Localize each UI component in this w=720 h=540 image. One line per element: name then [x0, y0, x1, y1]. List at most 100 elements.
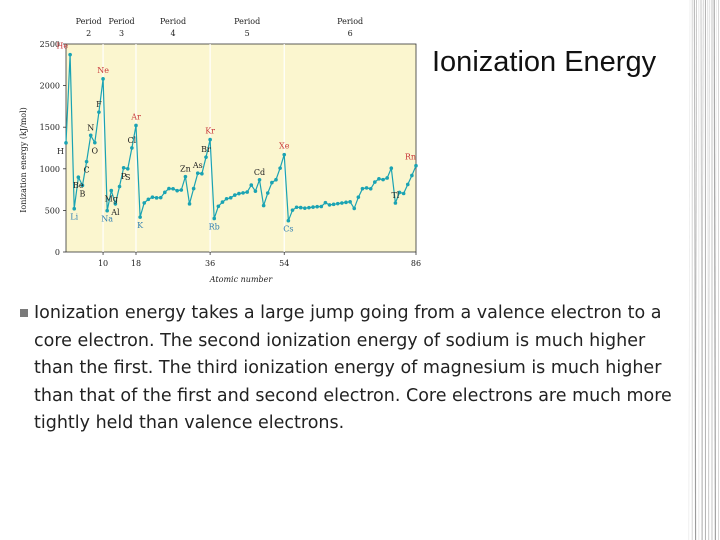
- element-label: Rb: [209, 222, 220, 231]
- bullet-item: Ionization energy takes a large jump goi…: [20, 300, 680, 438]
- data-point: [101, 77, 105, 81]
- element-label: Mg: [105, 195, 118, 204]
- element-label: P: [121, 172, 127, 181]
- data-point: [270, 180, 274, 185]
- x-tick-label: 18: [131, 259, 141, 268]
- data-point: [298, 205, 303, 210]
- data-point: [72, 206, 77, 211]
- edge-stroke: [707, 0, 710, 540]
- data-point: [253, 189, 258, 193]
- element-label: Ar: [130, 112, 141, 121]
- data-point: [377, 176, 381, 181]
- element-label: H: [57, 147, 64, 156]
- element-label: K: [137, 221, 144, 230]
- element-label: Cl: [128, 136, 137, 145]
- element-label: He: [56, 42, 68, 51]
- edge-stroke: [701, 0, 704, 540]
- data-point: [142, 201, 147, 205]
- data-point: [228, 195, 233, 200]
- data-point: [93, 140, 97, 145]
- data-point: [360, 186, 365, 191]
- data-point: [335, 201, 340, 206]
- period-number: 3: [119, 29, 124, 38]
- data-point: [307, 205, 311, 210]
- y-tick-label: 2500: [40, 40, 60, 49]
- data-point: [294, 205, 299, 210]
- element-label: Rn: [405, 153, 416, 162]
- x-axis-label: Atomic number: [209, 275, 274, 284]
- element-label: Tl: [391, 191, 399, 200]
- data-point: [171, 186, 175, 191]
- decorative-edge: [688, 0, 720, 540]
- data-point: [319, 204, 324, 209]
- data-point: [68, 52, 72, 57]
- y-tick-label: 0: [55, 248, 60, 257]
- data-point: [233, 193, 237, 197]
- period-number: 4: [171, 29, 176, 38]
- data-point: [278, 166, 282, 170]
- data-point: [195, 171, 200, 176]
- data-point: [187, 202, 192, 206]
- plot-background: [65, 43, 417, 253]
- data-point: [183, 174, 188, 179]
- data-point: [348, 200, 352, 204]
- edge-stroke: [700, 0, 703, 540]
- data-point: [249, 183, 254, 187]
- data-point: [311, 205, 315, 209]
- data-point: [323, 200, 328, 205]
- data-point: [290, 208, 295, 212]
- period-label: Period: [109, 17, 135, 26]
- data-point: [121, 166, 126, 170]
- element-label: Be: [73, 181, 84, 190]
- period-label: Period: [234, 17, 260, 26]
- element-label: Al: [110, 208, 120, 217]
- data-point: [340, 201, 344, 205]
- data-point: [261, 203, 266, 208]
- period-label: Period: [76, 17, 102, 26]
- y-tick-label: 1000: [40, 165, 60, 174]
- element-label: N: [87, 123, 94, 132]
- period-number: 5: [245, 29, 250, 38]
- data-point: [344, 200, 348, 205]
- data-point: [368, 186, 373, 191]
- data-point: [105, 208, 109, 213]
- x-tick-label: 10: [98, 259, 108, 268]
- data-point: [414, 163, 418, 168]
- x-tick-label: 86: [411, 259, 421, 268]
- x-tick-label: 54: [279, 259, 289, 268]
- data-point: [389, 166, 394, 171]
- element-label: C: [84, 166, 90, 175]
- data-point: [80, 183, 85, 188]
- element-label: S: [125, 173, 130, 182]
- edge-stroke: [708, 0, 711, 540]
- data-point: [397, 190, 402, 195]
- data-point: [315, 204, 319, 209]
- data-point: [331, 202, 336, 207]
- data-point: [84, 159, 89, 164]
- element-label: As: [192, 161, 203, 170]
- data-point: [265, 191, 270, 195]
- data-point: [237, 191, 241, 196]
- data-point: [303, 206, 307, 210]
- data-point: [191, 186, 196, 191]
- data-point: [224, 196, 229, 201]
- data-point: [356, 195, 361, 199]
- y-tick-label: 2000: [40, 82, 60, 91]
- data-point: [76, 175, 81, 180]
- element-label: O: [92, 147, 99, 156]
- slide-title: Ionization Energy: [432, 46, 657, 78]
- data-point: [373, 180, 377, 184]
- element-label: Ne: [97, 66, 109, 75]
- element-label: Cs: [283, 225, 293, 234]
- y-tick-label: 500: [45, 206, 60, 215]
- data-point: [109, 188, 114, 193]
- element-label: Kr: [205, 127, 215, 136]
- data-point: [97, 110, 101, 114]
- data-point: [274, 177, 278, 182]
- data-point: [146, 197, 151, 202]
- data-point: [212, 216, 217, 221]
- data-point: [113, 202, 118, 206]
- data-point: [364, 186, 369, 190]
- data-point: [125, 167, 130, 171]
